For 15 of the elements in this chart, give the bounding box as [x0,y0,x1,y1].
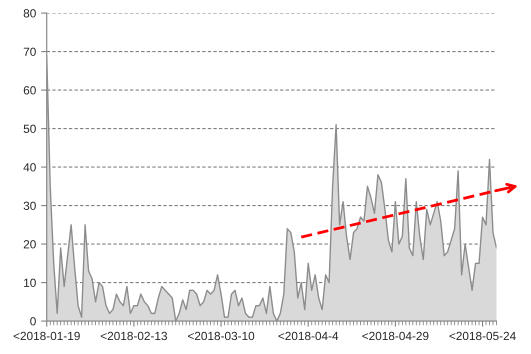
x-tick-label: <2018-05-24 [449,332,516,340]
y-tick-label: 70 [24,48,36,56]
y-tick-label: 10 [24,278,36,287]
y-tick-label: 40 [23,163,36,172]
x-tick-label: <2018-02-13 [100,332,168,340]
y-tick-label: 30 [24,202,36,210]
x-tick-label: <2018-04-29 [362,332,428,340]
x-tick-label: <2018-01-19 [14,332,80,340]
y-tick-label: 60 [24,86,36,94]
y-tick-label: 0 [30,317,36,326]
x-tick-label: <2018-04-4 [278,332,338,340]
y-tick-label: 50 [24,124,36,133]
y-tick-label: 80 [24,9,36,18]
x-tick-label: <2018-03-10 [188,332,254,340]
y-tick-label: 20 [24,240,36,248]
